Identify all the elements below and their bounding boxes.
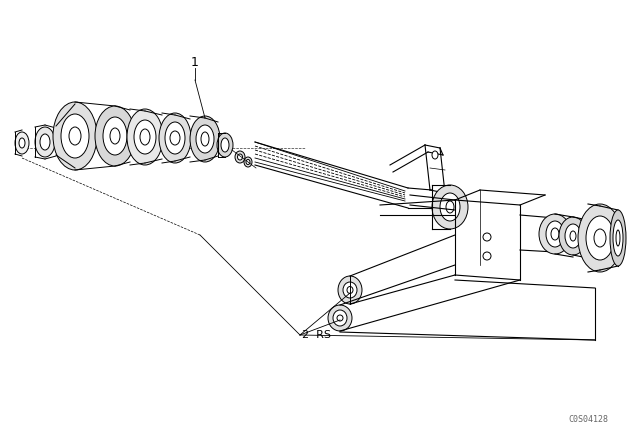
- Ellipse shape: [221, 138, 229, 152]
- Ellipse shape: [578, 204, 622, 272]
- Ellipse shape: [165, 122, 185, 154]
- Ellipse shape: [613, 220, 623, 256]
- Ellipse shape: [235, 151, 245, 163]
- Ellipse shape: [432, 185, 468, 229]
- Ellipse shape: [196, 125, 214, 153]
- Ellipse shape: [586, 216, 614, 260]
- Ellipse shape: [110, 128, 120, 144]
- Ellipse shape: [201, 132, 209, 146]
- Ellipse shape: [217, 133, 233, 157]
- Ellipse shape: [565, 224, 581, 248]
- Ellipse shape: [35, 127, 55, 157]
- Ellipse shape: [328, 305, 352, 331]
- Ellipse shape: [440, 193, 460, 221]
- Ellipse shape: [15, 132, 29, 154]
- Ellipse shape: [159, 113, 191, 163]
- Ellipse shape: [95, 106, 135, 166]
- Ellipse shape: [69, 127, 81, 145]
- Ellipse shape: [343, 282, 357, 298]
- Ellipse shape: [594, 229, 606, 247]
- Text: 1: 1: [191, 56, 199, 69]
- Ellipse shape: [432, 151, 438, 159]
- Ellipse shape: [570, 231, 576, 241]
- Ellipse shape: [140, 129, 150, 145]
- Ellipse shape: [127, 109, 163, 165]
- Ellipse shape: [170, 131, 180, 145]
- Ellipse shape: [134, 120, 156, 154]
- Ellipse shape: [40, 134, 50, 150]
- Ellipse shape: [539, 214, 571, 254]
- Ellipse shape: [559, 217, 587, 255]
- Ellipse shape: [347, 287, 353, 293]
- Ellipse shape: [610, 210, 626, 266]
- Ellipse shape: [483, 233, 491, 241]
- Ellipse shape: [244, 157, 252, 167]
- Ellipse shape: [190, 116, 220, 162]
- Ellipse shape: [103, 117, 127, 155]
- Ellipse shape: [616, 230, 620, 246]
- Ellipse shape: [337, 315, 343, 321]
- Ellipse shape: [246, 159, 250, 164]
- Ellipse shape: [19, 138, 25, 148]
- Text: 2  RS: 2 RS: [302, 330, 331, 340]
- Ellipse shape: [446, 201, 454, 213]
- Ellipse shape: [333, 310, 347, 326]
- Ellipse shape: [483, 252, 491, 260]
- Ellipse shape: [546, 221, 564, 247]
- Ellipse shape: [53, 102, 97, 170]
- Ellipse shape: [237, 154, 243, 160]
- Ellipse shape: [61, 114, 89, 158]
- Ellipse shape: [338, 276, 362, 304]
- Text: C0S04128: C0S04128: [568, 415, 608, 425]
- Ellipse shape: [551, 228, 559, 240]
